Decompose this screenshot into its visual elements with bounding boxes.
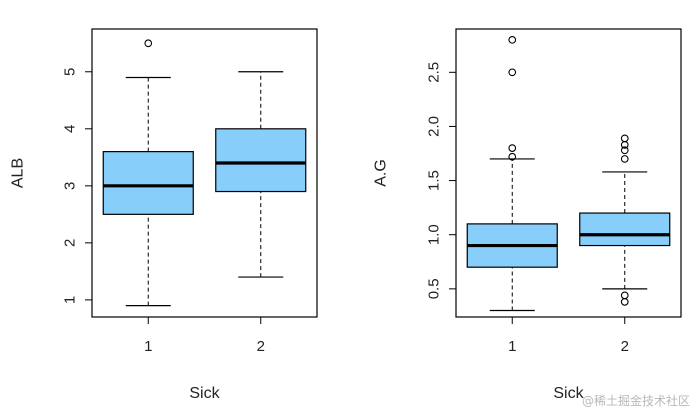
ag-boxplot-panel: 0.5 1.0 1.5 2.0 2.5 1 2 Sick A.G — [373, 28, 682, 402]
plot-frame — [455, 28, 682, 318]
outlier-point — [620, 146, 629, 155]
y-tick-label: 3 — [62, 182, 79, 190]
x-tick-label: 1 — [508, 338, 516, 355]
y-tick-label: 1 — [62, 296, 79, 304]
outlier-point — [508, 35, 517, 44]
x-axis-label: Sick — [189, 385, 220, 402]
y-tick-label: 5 — [62, 68, 79, 76]
outlier-point — [620, 297, 629, 306]
outlier-point — [144, 39, 153, 48]
alb-boxplot-panel: 1 2 3 4 5 1 2 Sick ALB — [10, 28, 318, 402]
y-axis-label: ALB — [10, 158, 27, 188]
iqr-box — [579, 212, 671, 247]
outlier-point — [508, 152, 517, 161]
y-tick-label: 0.5 — [426, 278, 443, 299]
alb-box-group-2 — [215, 71, 307, 278]
x-axis-label: Sick — [553, 385, 584, 402]
y-tick-label: 4 — [62, 125, 79, 133]
outlier-point — [620, 291, 629, 300]
outlier-point — [508, 68, 517, 77]
y-tick-label: 2.0 — [426, 116, 443, 137]
outlier-point — [620, 155, 629, 163]
iqr-box — [102, 151, 194, 215]
y-tick-label: 1.0 — [426, 224, 443, 245]
x-tick-label: 2 — [257, 338, 265, 355]
outlier-point — [508, 144, 517, 152]
ag-box-group-2 — [579, 134, 671, 306]
y-tick-label: 2 — [62, 239, 79, 247]
x-tick-label: 2 — [621, 338, 629, 355]
y-tick-label: 2.5 — [426, 62, 443, 83]
watermark-text: @稀土掘金技术社区 — [582, 393, 690, 408]
iqr-box — [215, 128, 307, 193]
y-axis-label: A.G — [373, 159, 390, 187]
alb-box-group-1 — [102, 39, 194, 307]
outlier-point — [620, 134, 629, 143]
plot-frame — [91, 28, 318, 318]
x-tick-label: 1 — [144, 338, 152, 355]
ag-box-group-1 — [466, 35, 558, 312]
y-tick-label: 1.5 — [426, 170, 443, 191]
